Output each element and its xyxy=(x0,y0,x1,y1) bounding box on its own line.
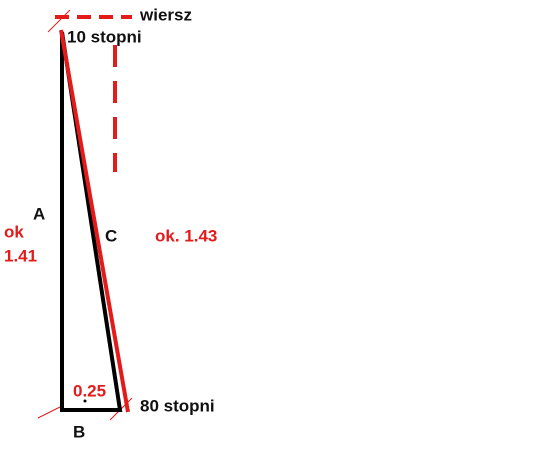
label: B xyxy=(73,422,85,441)
label: 10 stopni xyxy=(67,27,142,46)
dot xyxy=(83,399,87,403)
triangle xyxy=(60,31,123,412)
tick xyxy=(47,9,71,33)
label: C xyxy=(105,226,117,245)
label: A xyxy=(33,204,45,223)
label: 80 stopni xyxy=(140,396,215,415)
red-hypotenuse xyxy=(59,29,130,413)
label: ok xyxy=(4,222,24,241)
tick xyxy=(37,405,63,419)
label: 0.25 xyxy=(73,381,106,400)
label: wiersz xyxy=(139,5,192,24)
label: 1.41 xyxy=(4,246,37,265)
label: ok. 1.43 xyxy=(155,226,217,245)
